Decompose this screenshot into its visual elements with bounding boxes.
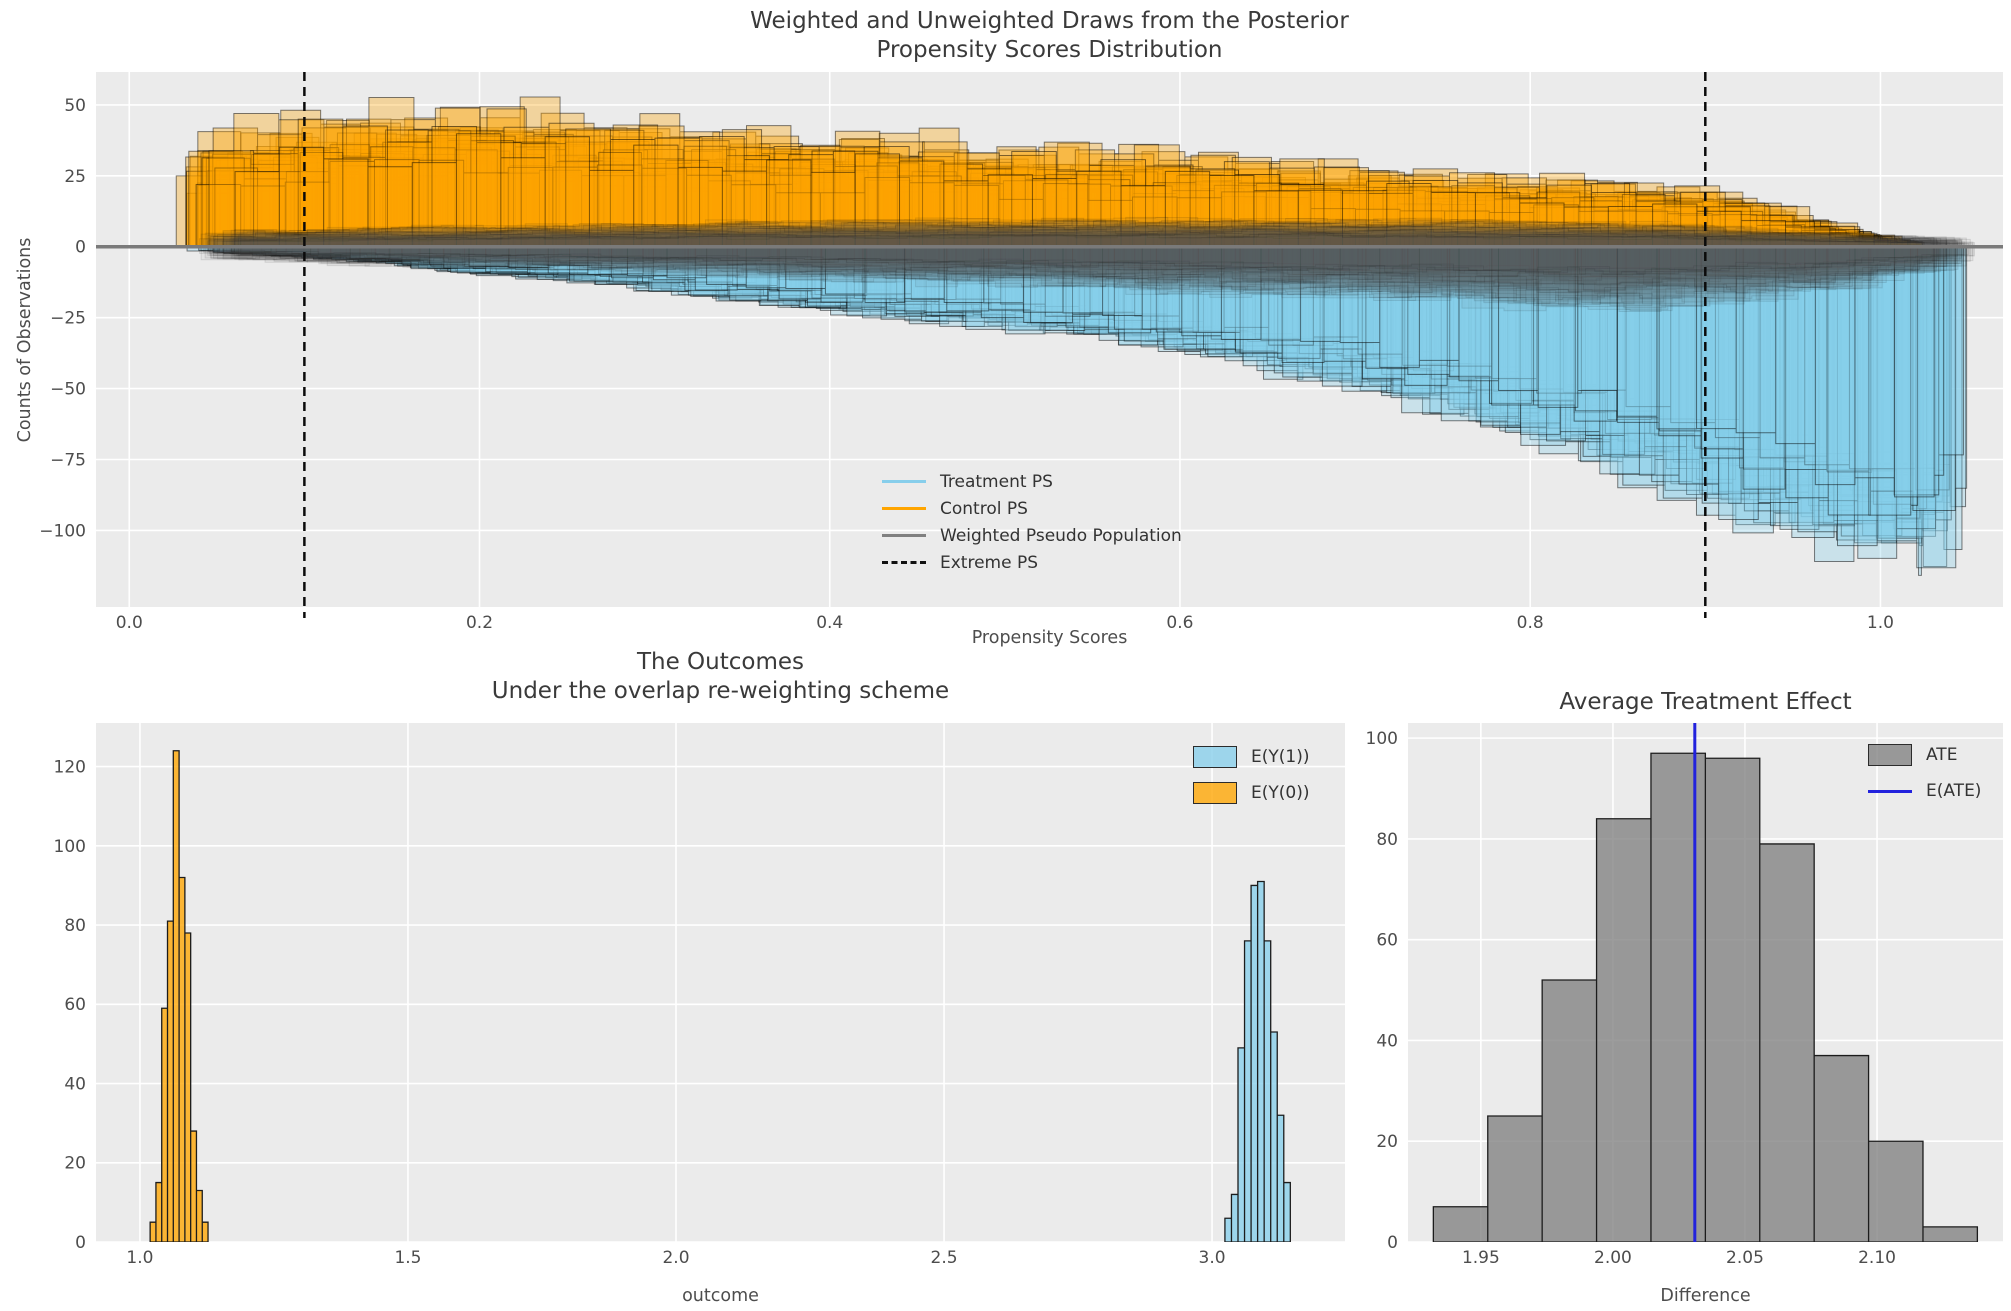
plot-content-posterior-ps: [175, 96, 1975, 576]
plot-content-outcomes: [149, 750, 1291, 1242]
legend-label: E(ATE): [1926, 781, 1982, 801]
ytick-label: 40: [64, 1074, 86, 1094]
legend-item: E(Y(1)): [1193, 739, 1309, 775]
legend-swatch-dashed-line: [882, 561, 926, 564]
legend-label: Weighted Pseudo Population: [940, 525, 1182, 546]
ate-xlabel: Difference: [1660, 1286, 1751, 1306]
legend-swatch-patch: [1193, 782, 1237, 804]
ytick-label: −25: [50, 309, 86, 329]
ytick-label: 60: [1376, 931, 1398, 951]
legend-label: E(Y(1)): [1251, 747, 1310, 767]
xtick-label: 2.00: [1594, 1248, 1632, 1268]
xtick-label: 1.95: [1462, 1248, 1500, 1268]
legend-item: ATE: [1868, 737, 1981, 773]
legend-swatch-line: [1868, 789, 1912, 793]
legend-item: Weighted Pseudo Population: [882, 522, 1182, 549]
legend-swatch-line: [882, 480, 926, 483]
legend-label: ATE: [1926, 745, 1958, 765]
ytick-label: 20: [1376, 1132, 1398, 1152]
legend-swatch-line: [882, 507, 926, 510]
legend-item: Extreme PS: [882, 549, 1182, 576]
ytick-label: 80: [64, 916, 86, 936]
ytick-label: −50: [50, 380, 86, 400]
plot-posterior-ps: 0.0 0.2 0.4 0.6 0.8 1.0 50 25 0 −25 −50 −75 −100: [39, 72, 2003, 633]
grid-outcomes: [96, 723, 1345, 1243]
ticks-outcomes: 1.0 1.5 2.0 2.5 3.0 0 20 40 60 80 100 120: [54, 758, 1226, 1268]
legend-item: Control PS: [882, 495, 1182, 522]
legend-swatch-patch: [1193, 746, 1237, 768]
xtick-label: 2.5: [931, 1248, 958, 1268]
legend-label: Treatment PS: [940, 471, 1053, 492]
plot-ate: 1.95 2.00 2.05 2.10 0 20 40 60 80 100: [1366, 723, 2003, 1268]
legend-swatch-patch: [1868, 744, 1912, 766]
bars-ey0: [149, 750, 209, 1242]
bars-ate: [1432, 752, 1979, 1242]
xtick-label: 1.5: [394, 1248, 421, 1268]
xtick-label: 2.10: [1858, 1248, 1896, 1268]
ytick-label: 25: [64, 167, 86, 187]
xtick-label: 0.4: [816, 613, 843, 633]
ytick-label: 120: [54, 758, 86, 778]
ytick-label: 20: [64, 1154, 86, 1174]
plot-area-outcomes: [96, 723, 1345, 1242]
legend-item: Treatment PS: [882, 468, 1182, 495]
bars-ey1: [1224, 880, 1291, 1242]
outcomes-title-line2: Under the overlap re-weighting scheme: [491, 678, 950, 704]
ytick-label: 0: [75, 238, 86, 258]
legend-label: Extreme PS: [940, 552, 1039, 573]
xtick-label: 1.0: [1867, 613, 1894, 633]
outcomes-title-line1: The Outcomes: [636, 649, 805, 675]
ate-title-line1: Average Treatment Effect: [1559, 689, 1852, 715]
ytick-label: 100: [1366, 729, 1398, 749]
legend-swatch-line: [882, 534, 926, 537]
ate-title: Average Treatment Effect: [1408, 688, 2003, 717]
ytick-label: −100: [39, 521, 86, 541]
ticks-posterior-ps: 0.0 0.2 0.4 0.6 0.8 1.0 50 25 0 −25 −50 −75 −100: [39, 96, 1894, 633]
ytick-label: 80: [1376, 830, 1398, 850]
ytick-label: 100: [54, 837, 86, 857]
draws-treatment-ps: [186, 246, 1968, 576]
legend-label: E(Y(0)): [1251, 783, 1310, 803]
draws-control-ps: [175, 96, 1925, 248]
legend-item: E(Y(0)): [1193, 775, 1309, 811]
xtick-label: 3.0: [1199, 1248, 1226, 1268]
top-chart-ylabel: Counts of Observations: [15, 237, 35, 443]
ytick-label: 50: [64, 96, 86, 116]
top-chart-title-line2: Propensity Scores Distribution: [876, 37, 1223, 63]
xtick-label: 0.8: [1517, 613, 1544, 633]
ytick-label: 60: [64, 995, 86, 1015]
top-chart-title: Weighted and Unweighted Draws from the P…: [96, 7, 2003, 65]
draws-weighted-pseudo-population: [198, 216, 1975, 312]
ytick-label: −75: [50, 450, 86, 470]
top-chart-title-line1: Weighted and Unweighted Draws from the P…: [750, 8, 1349, 34]
ytick-label: 0: [1387, 1233, 1398, 1253]
xtick-label: 1.0: [126, 1248, 153, 1268]
xtick-label: 0.2: [466, 613, 493, 633]
outcomes-title: The Outcomes Under the overlap re-weight…: [96, 648, 1345, 706]
xtick-label: 0.0: [116, 613, 143, 633]
outcomes-legend: E(Y(1)) E(Y(0)): [1193, 739, 1309, 811]
top-chart-xlabel: Propensity Scores: [971, 628, 1128, 648]
legend-item: E(ATE): [1868, 773, 1981, 809]
legend-label: Control PS: [940, 498, 1028, 519]
outcomes-xlabel: outcome: [682, 1286, 759, 1306]
top-chart-legend: Treatment PS Control PS Weighted Pseudo Po…: [882, 468, 1182, 576]
plot-outcomes: 1.0 1.5 2.0 2.5 3.0 0 20 40 60 80 100 120: [54, 723, 1345, 1268]
ticks-ate: 1.95 2.00 2.05 2.10 0 20 40 60 80 100: [1366, 729, 1896, 1268]
xtick-label: 2.05: [1726, 1248, 1764, 1268]
ytick-label: 40: [1376, 1031, 1398, 1051]
xtick-label: 2.0: [662, 1248, 689, 1268]
plot-content-ate: [1432, 752, 1979, 1242]
ate-legend: ATE E(ATE): [1868, 737, 1981, 809]
ytick-label: 0: [75, 1233, 86, 1253]
xtick-label: 0.6: [1166, 613, 1193, 633]
